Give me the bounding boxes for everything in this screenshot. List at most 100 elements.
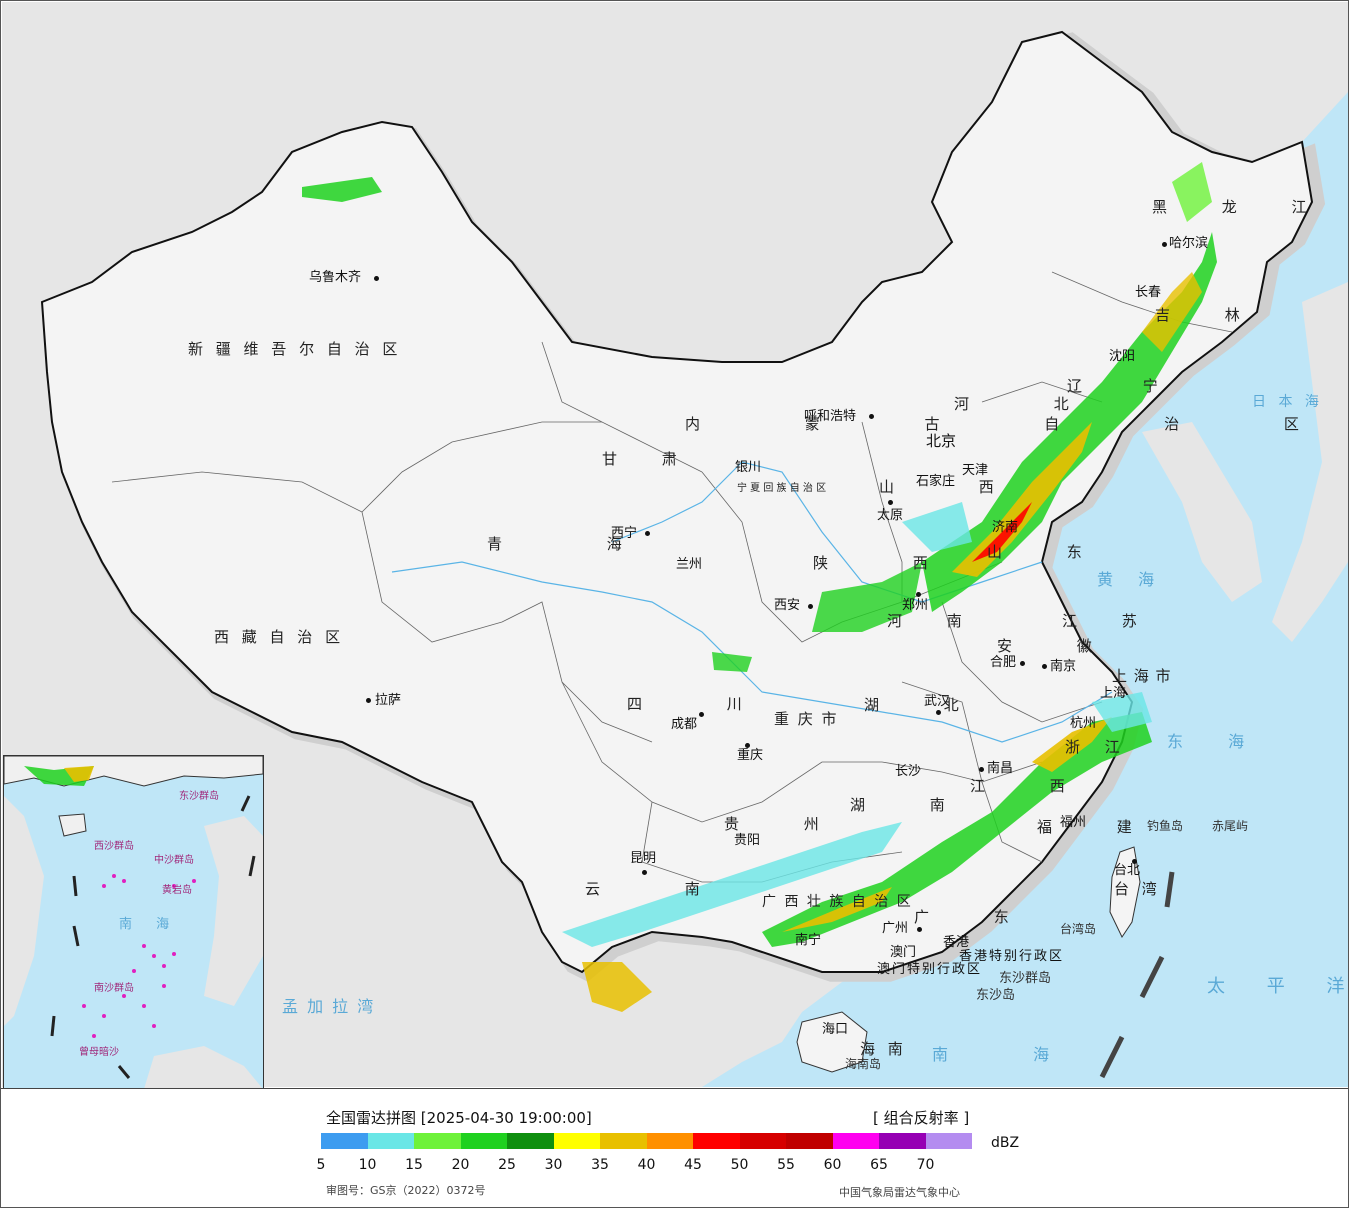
city-label-xining: 西宁 [611, 526, 638, 541]
legend-panel: 全国雷达拼图 [2025-04-30 19:00:00] [ 组合反射率 ] d… [1, 1088, 1348, 1207]
legend-color-cell [460, 1133, 507, 1149]
province-label-jiangsu: 江 苏 [1062, 612, 1157, 630]
province-label-xizang: 西 藏 自 治 区 [214, 628, 345, 646]
city-label-nanchang: 南昌 [987, 761, 1014, 776]
legend-product: [ 组合反射率 ] [873, 1109, 970, 1127]
city-label-yinchuan: 银川 [735, 460, 762, 475]
city-label-shijiazhuang: 石家庄 [916, 474, 956, 489]
city-label-lanzhou: 兰州 [676, 557, 703, 572]
city-label-hangzhou: 杭州 [1070, 716, 1097, 731]
city-marker [1020, 661, 1025, 666]
province-label-sichuan: 四 川 [627, 695, 782, 713]
sea-label-japan: 日 本 海 [1252, 394, 1323, 410]
city-label-urumqi: 乌鲁木齐 [309, 270, 362, 285]
legend-color-cell [600, 1133, 647, 1149]
legend-color-cell [879, 1133, 926, 1149]
province-label-ningxia: 宁 夏 回 族 自 治 区 [737, 483, 827, 494]
island-label-taiwan: 台湾岛 [1060, 922, 1097, 936]
city-marker [366, 698, 371, 703]
city-marker [808, 604, 813, 609]
island-label-dongsha: 东沙岛 [976, 988, 1016, 1003]
legend-color-cell [367, 1133, 414, 1149]
city-marker [979, 767, 984, 772]
city-marker [1162, 242, 1167, 247]
radar-echoes [302, 162, 1217, 1012]
legend-color-bar [321, 1133, 972, 1151]
data-credit: 中国气象局雷达气象中心 [839, 1186, 960, 1199]
map-approval-number: 审图号：GS京（2022）0372号 [326, 1184, 486, 1197]
legend-tick-label: 5 [316, 1157, 326, 1173]
province-label-yunnan: 云 南 [585, 880, 740, 898]
map-canvas [2, 2, 1348, 1087]
legend-tick-label: 65 [870, 1157, 888, 1173]
city-label-wuhan: 武汉 [924, 694, 951, 709]
legend-color-cell [646, 1133, 693, 1149]
inset-label-xisha: 西沙群岛 [94, 841, 134, 852]
island-label-hainan: 海南岛 [845, 1057, 882, 1071]
legend-tick-label: 15 [405, 1157, 423, 1173]
legend-tick-label: 60 [823, 1157, 842, 1173]
island-label-dongsha-islands: 东沙群岛 [999, 971, 1052, 986]
legend-color-cell [925, 1133, 972, 1149]
city-label-hefei: 合肥 [990, 655, 1017, 670]
legend-tick-label: 10 [358, 1157, 377, 1173]
legend-unit: dBZ [991, 1135, 1020, 1151]
province-label-liaoning: 辽 宁 [1067, 377, 1186, 395]
south-china-sea-inset: 南 海 中沙群岛 南沙群岛 西沙群岛 东沙群岛 曾母暗沙 黄岩岛 [3, 755, 264, 1090]
legend-color-cell [414, 1133, 461, 1149]
legend-color-cell [553, 1133, 600, 1149]
city-marker [645, 531, 650, 536]
province-label-jiangxi: 江 西 [970, 777, 1095, 795]
label-hongkong-sar: 香港特别行政区 [959, 949, 1065, 964]
province-label-anhui: 安 徽 [997, 637, 1122, 655]
city-label-taipei: 台北 [1114, 863, 1141, 878]
city-label-taiyuan: 太原 [877, 508, 904, 523]
city-label-beijing: 北京 [926, 432, 957, 450]
legend-tick-label: 50 [730, 1157, 749, 1173]
china-radar-map: 新 疆 维 吾 尔 自 治 区 西 藏 自 治 区 青 海 甘 肃 四 川 云 … [2, 2, 1349, 1090]
city-label-hohhot: 呼和浩特 [804, 409, 857, 424]
legend-tick-label: 30 [544, 1157, 563, 1173]
city-label-xian: 西安 [774, 598, 801, 613]
city-label-nanjing: 南京 [1050, 659, 1077, 674]
maritime-boundary [1099, 871, 1175, 1079]
city-label-jinan: 济南 [992, 520, 1019, 535]
province-label-guangxi: 广 西 壮 族 自 治 区 [762, 894, 913, 910]
province-label-hunan: 湖 南 [850, 796, 975, 814]
province-label-taiwan: 台 湾 [1114, 880, 1161, 898]
city-marker [917, 927, 922, 932]
legend-tick-label: 55 [777, 1157, 795, 1173]
china-landmass [40, 30, 1314, 974]
city-marker [869, 414, 874, 419]
city-label-hongkong: 香港 [943, 935, 970, 950]
legend-color-cell [832, 1133, 879, 1149]
province-label-shandong: 山 东 [987, 543, 1112, 561]
city-marker [916, 592, 921, 597]
legend-tick-label: 35 [591, 1157, 609, 1173]
island-label-chiwei: 赤尾屿 [1212, 819, 1249, 833]
city-label-changsha: 长沙 [895, 764, 922, 779]
label-macau-sar: 澳门特别行政区 [877, 962, 983, 977]
province-label-hainan: 海 南 [860, 1040, 907, 1058]
province-label-neimenggu: 内 蒙 古 自 治 区 [685, 415, 1349, 433]
city-label-nanning: 南宁 [795, 933, 822, 948]
legend-color-cell [693, 1133, 740, 1149]
province-label-shanghai: 上 海 市 [1112, 667, 1172, 685]
city-marker [936, 710, 941, 715]
sea-label-bengal: 孟 加 拉 湾 [282, 997, 376, 1016]
inset-canvas [4, 756, 263, 1089]
city-marker [642, 870, 647, 875]
province-label-guizhou: 贵 州 [724, 815, 849, 833]
city-marker [374, 276, 379, 281]
city-label-kunming: 昆明 [630, 851, 657, 866]
sea-label-yellow: 黄 海 [1097, 570, 1165, 589]
city-label-fuzhou: 福州 [1060, 815, 1087, 830]
city-label-shenyang: 沈阳 [1109, 349, 1136, 364]
sea-label-east: 东 海 [1167, 732, 1265, 751]
legend-ticks: 5 10 15 20 25 30 35 40 45 50 55 60 65 70 [317, 1157, 941, 1173]
taiwan-island [1109, 846, 1141, 939]
legend-title: 全国雷达拼图 [2025-04-30 19:00:00] [326, 1109, 592, 1127]
city-label-chongqing: 重庆 [737, 748, 764, 763]
city-label-lhasa: 拉萨 [375, 693, 402, 708]
province-label-jilin: 吉 林 [1155, 306, 1265, 324]
